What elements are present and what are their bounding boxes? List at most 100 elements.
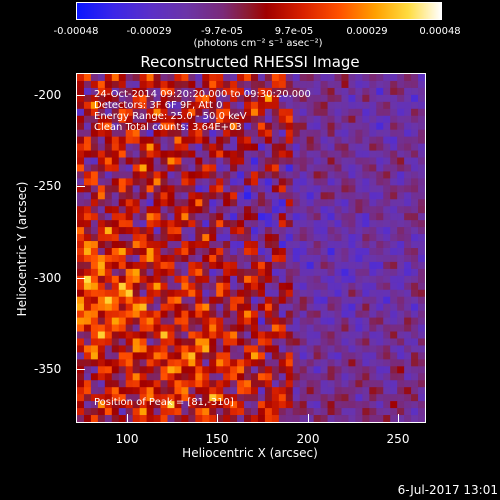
heatmap-cell (146, 87, 154, 96)
heatmap-cell (292, 338, 301, 346)
heatmap-cell (230, 94, 238, 103)
heatmap-cell (390, 143, 398, 151)
heatmap-cell (181, 157, 189, 165)
heatmap-cell (209, 394, 217, 402)
heatmap-cell (362, 345, 370, 353)
heatmap-cell (132, 241, 141, 249)
heatmap-cell (264, 220, 273, 228)
heatmap-cell (237, 373, 245, 381)
heatmap-cell (362, 94, 370, 103)
heatmap-cell (299, 206, 308, 214)
heatmap-cell (418, 275, 425, 284)
chart-title: Reconstructed RHESSI Image (140, 53, 360, 71)
heatmap-cell (237, 331, 245, 339)
heatmap-cell (167, 359, 175, 367)
heatmap-cell (209, 157, 217, 165)
heatmap-cell (376, 213, 384, 221)
heatmap-cell (362, 248, 370, 256)
heatmap-cell (202, 408, 210, 416)
heatmap-cell (341, 408, 349, 416)
heatmap-cell (77, 115, 85, 124)
heatmap-cell (299, 261, 308, 270)
heatmap-cell (125, 143, 134, 151)
heatmap-cell (160, 408, 168, 416)
heatmap-cell (195, 296, 203, 305)
heatmap-cell (251, 87, 259, 96)
heatmap-cell (257, 213, 266, 221)
heatmap-cell (244, 94, 252, 103)
heatmap-cell (383, 150, 391, 158)
heatmap-cell (404, 199, 412, 207)
heatmap-cell (404, 387, 412, 395)
heatmap-cell (77, 234, 85, 242)
heatmap-cell (299, 275, 308, 284)
heatmap-cell (313, 261, 321, 270)
heatmap-cell (230, 115, 238, 124)
heatmap-cell (223, 303, 231, 312)
heatmap-cell (167, 296, 175, 305)
heatmap-cell (320, 324, 328, 332)
heatmap-cell (223, 324, 231, 332)
heatmap-cell (306, 101, 315, 110)
heatmap-cell (355, 122, 363, 131)
heatmap-cell (327, 206, 335, 214)
heatmap-cell (125, 213, 134, 221)
heatmap-cell (320, 129, 328, 138)
heatmap-cell (383, 359, 391, 367)
heatmap-cell (167, 373, 175, 381)
heatmap-cell (139, 303, 147, 312)
heatmap-cell (411, 143, 419, 151)
heatmap-cell (320, 275, 328, 284)
heatmap-cell (181, 338, 189, 346)
heatmap-cell (118, 213, 127, 221)
heatmap-cell (83, 87, 92, 96)
heatmap-cell (397, 408, 405, 416)
heatmap-cell (237, 310, 245, 318)
heatmap-cell (97, 296, 106, 305)
heatmap-cell (355, 94, 363, 103)
heatmap-cell (285, 310, 294, 318)
heatmap-cell (237, 394, 245, 402)
heatmap-cell (174, 136, 182, 144)
heatmap-cell (404, 289, 412, 298)
heatmap-cell (390, 248, 398, 256)
heatmap-cell (257, 248, 266, 256)
heatmap-cell (77, 122, 85, 131)
heatmap-cell (188, 254, 196, 263)
heatmap-cell (390, 310, 398, 318)
heatmap-cell (167, 150, 175, 158)
heatmap-cell (160, 87, 168, 96)
heatmap-cell (230, 227, 238, 235)
heatmap-cell (188, 206, 196, 214)
heatmap-cell (264, 234, 273, 242)
heatmap-cell (237, 178, 245, 186)
heatmap-cell (223, 394, 231, 402)
heatmap-cell (306, 359, 315, 367)
heatmap-cell (195, 359, 203, 367)
heatmap-cell (306, 394, 315, 402)
heatmap-cell (139, 206, 147, 214)
heatmap-cell (397, 80, 405, 89)
heatmap-cell (397, 401, 405, 409)
heatmap-cell (292, 122, 301, 131)
heatmap-cell (209, 136, 217, 144)
heatmap-cell (216, 101, 224, 110)
heatmap-cell (334, 268, 342, 277)
heatmap-cell (118, 199, 127, 207)
heatmap-cell (77, 394, 85, 402)
heatmap-cell (181, 129, 189, 138)
heatmap-cell (285, 254, 294, 263)
heatmap-cell (90, 359, 99, 367)
heatmap-cell (292, 108, 301, 117)
heatmap-cell (362, 317, 370, 325)
heatmap-cell (313, 185, 321, 193)
heatmap-cell (397, 150, 405, 158)
heatmap-cell (264, 303, 273, 312)
heatmap-cell (411, 108, 419, 117)
heatmap-cell (153, 80, 161, 89)
heatmap-cell (313, 331, 321, 339)
heatmap-cell (348, 122, 356, 131)
heatmap-cell (313, 275, 321, 284)
heatmap-cell (97, 213, 106, 221)
heatmap-cell (299, 324, 308, 332)
